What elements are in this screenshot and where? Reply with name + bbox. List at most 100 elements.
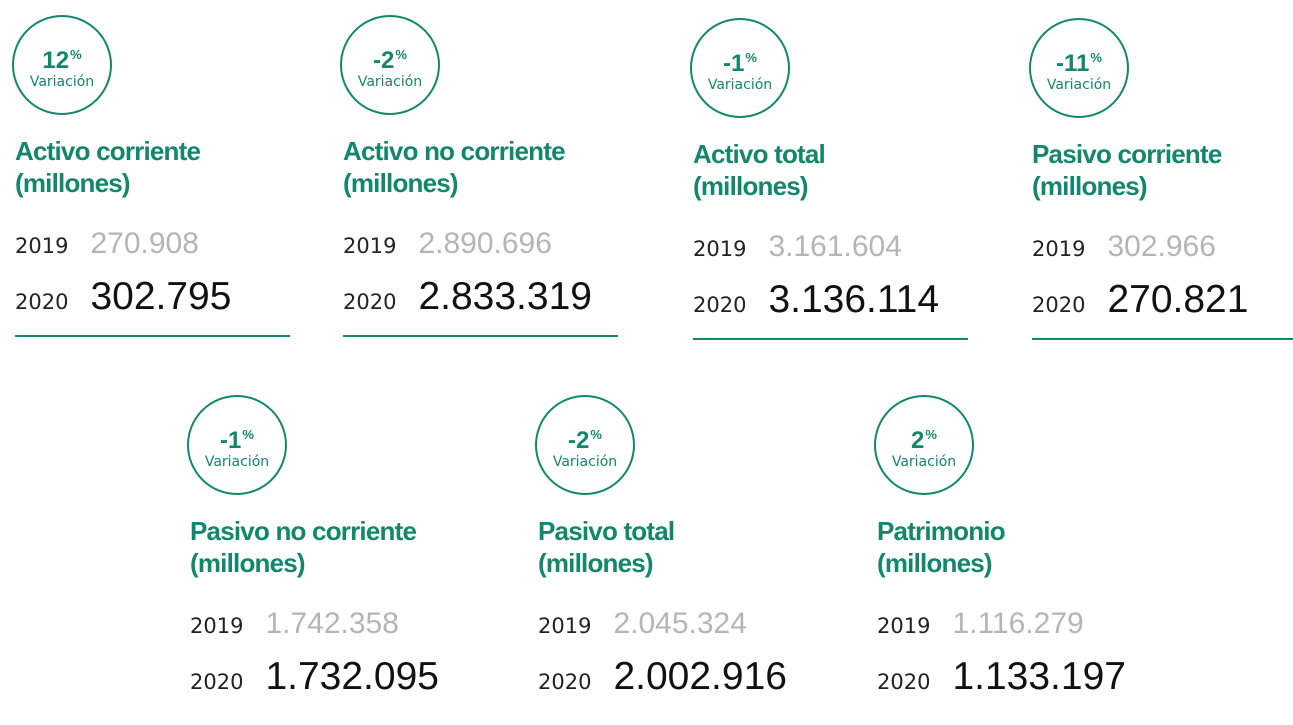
variation-label: Variación (204, 454, 270, 470)
value: 3.161.604 (768, 230, 902, 263)
divider (343, 335, 618, 337)
year-row: 2020 2.833.319 (343, 275, 592, 319)
year: 2020 (15, 290, 69, 314)
variation-value: -2 (373, 47, 395, 74)
value: 1.742.358 (265, 607, 399, 640)
title-unit: (millones) (1032, 171, 1148, 201)
variation-unit: % (925, 427, 937, 442)
card: -11% Variación Pasivo corriente (millones) 2… (1029, 18, 1293, 348)
year: 2019 (343, 234, 397, 258)
year-row: 2020 3.136.114 (693, 278, 939, 322)
variation-value: 12 (42, 47, 70, 74)
year-row: 2020 302.795 (15, 275, 231, 319)
year: 2019 (538, 614, 592, 638)
card: -1% Variación Pasivo no corriente (millones… (187, 395, 465, 725)
value: 2.002.916 (613, 655, 787, 698)
variation: 12% (14, 43, 110, 73)
variation-unit: % (590, 427, 602, 442)
title-unit: (millones) (877, 548, 993, 578)
divider (1032, 338, 1293, 340)
variation-label: Variación (29, 74, 95, 90)
card: 12% Variación Activo corriente (millones) 20… (12, 15, 290, 345)
card-title: Activo corriente (millones) (15, 135, 201, 199)
title-text: Pasivo total (538, 516, 675, 546)
variation-badge: -2% Variación (535, 395, 635, 495)
year-row: 2019 2.045.324 (538, 607, 747, 641)
variation-label: Variación (1046, 77, 1112, 93)
variation-unit: % (395, 47, 407, 62)
card-title: Pasivo total (millones) (538, 515, 675, 579)
year-row: 2020 1.133.197 (877, 655, 1126, 699)
year-row: 2019 302.966 (1032, 230, 1216, 264)
title-text: Activo no corriente (343, 136, 566, 166)
year: 2020 (693, 293, 747, 317)
variation-label: Variación (707, 77, 773, 93)
card-title: Activo total (millones) (693, 138, 826, 202)
card-title: Patrimonio (millones) (877, 515, 1006, 579)
year: 2019 (15, 234, 69, 258)
year-row: 2020 2.002.916 (538, 655, 787, 699)
variation-badge: -1% Variación (187, 395, 287, 495)
variation-badge: -11% Variación (1029, 18, 1129, 118)
title-unit: (millones) (693, 171, 809, 201)
value: 1.116.279 (952, 607, 1084, 640)
year: 2019 (877, 614, 931, 638)
title-unit: (millones) (190, 548, 306, 578)
divider (15, 335, 290, 337)
variation-value: -1 (220, 427, 242, 454)
title-unit: (millones) (15, 168, 131, 198)
year: 2019 (693, 237, 747, 261)
value: 302.795 (90, 275, 232, 318)
card: -2% Variación Activo no corriente (millones… (340, 15, 618, 345)
title-text: Pasivo corriente (1032, 139, 1222, 169)
variation-unit: % (745, 50, 757, 65)
divider (693, 338, 968, 340)
card-title: Pasivo corriente (millones) (1032, 138, 1222, 202)
variation-unit: % (242, 427, 254, 442)
variation-unit: % (1090, 50, 1102, 65)
variation-badge: 12% Variación (12, 15, 112, 115)
variation: -2% (342, 43, 438, 73)
title-text: Patrimonio (877, 516, 1006, 546)
variation-badge: -2% Variación (340, 15, 440, 115)
variation-badge: 2% Variación (874, 395, 974, 495)
variation: -1% (692, 46, 788, 76)
year-row: 2019 1.742.358 (190, 607, 399, 641)
value: 2.890.696 (418, 227, 552, 260)
variation-label: Variación (552, 454, 618, 470)
year: 2020 (343, 290, 397, 314)
title-unit: (millones) (538, 548, 654, 578)
year: 2019 (190, 614, 244, 638)
card: -2% Variación Pasivo total (millones) 2019 2.… (535, 395, 813, 725)
variation: -11% (1031, 46, 1127, 76)
value: 302.966 (1107, 230, 1216, 263)
value: 2.833.319 (418, 275, 592, 318)
variation-value: 2 (911, 427, 925, 454)
variation-label: Variación (357, 74, 423, 90)
variation: 2% (876, 423, 972, 453)
year-row: 2020 270.821 (1032, 278, 1248, 322)
variation-value: -2 (568, 427, 590, 454)
year-row: 2019 3.161.604 (693, 230, 902, 264)
title-text: Pasivo no corriente (190, 516, 417, 546)
value: 1.732.095 (265, 655, 439, 698)
year: 2020 (877, 670, 931, 694)
year: 2020 (538, 670, 592, 694)
value: 1.133.197 (952, 655, 1126, 698)
year-row: 2019 270.908 (15, 227, 199, 261)
variation-value: -1 (723, 50, 745, 77)
title-text: Activo total (693, 139, 826, 169)
year-row: 2019 2.890.696 (343, 227, 552, 261)
value: 2.045.324 (613, 607, 747, 640)
year: 2020 (1032, 293, 1086, 317)
value: 270.908 (90, 227, 199, 260)
value: 3.136.114 (768, 278, 940, 321)
card: 2% Variación Patrimonio (millones) 2019 1.116… (874, 395, 1152, 725)
variation-badge: -1% Variación (690, 18, 790, 118)
variation-value: -11 (1056, 50, 1090, 77)
card-title: Activo no corriente (millones) (343, 135, 566, 199)
year-row: 2019 1.116.279 (877, 607, 1084, 641)
value: 270.821 (1107, 278, 1249, 321)
card: -1% Variación Activo total (millones) 2019 3.… (690, 18, 968, 348)
year: 2019 (1032, 237, 1086, 261)
